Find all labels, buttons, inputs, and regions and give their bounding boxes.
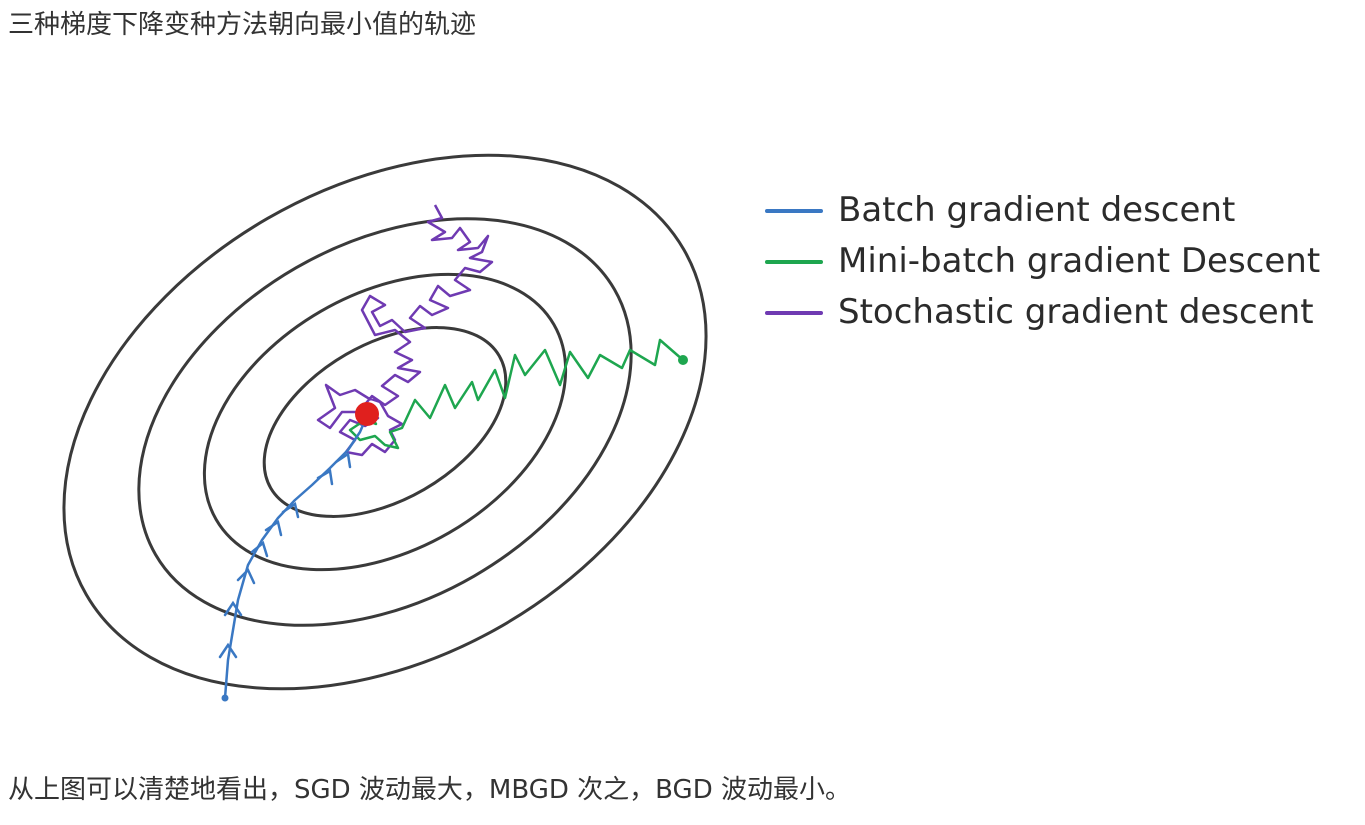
minibatch-path <box>348 338 684 450</box>
batch-start-point <box>221 694 229 702</box>
arrow-8 <box>334 451 352 469</box>
legend-item-minibatch: Mini-batch gradient Descent <box>765 239 1360 283</box>
legend-item-batch: Batch gradient descent <box>765 188 1360 232</box>
arrow-3 <box>236 567 256 585</box>
legend-swatch-minibatch <box>765 260 823 264</box>
contour-ellipse-inner <box>262 326 508 518</box>
caption-text: 从上图可以清楚地看出，SGD 波动最大，MBGD 次之，BGD 波动最小。 <box>8 775 851 805</box>
contour-ellipse-2 <box>202 272 568 572</box>
legend-label-batch: Batch gradient descent <box>838 190 1236 230</box>
legend-item-stochastic: Stochastic gradient descent <box>765 290 1360 334</box>
page-title: 三种梯度下降变种方法朝向最小值的轨迹 <box>8 10 477 40</box>
arrow-5 <box>264 519 283 537</box>
legend-label-stochastic: Stochastic gradient descent <box>838 292 1314 332</box>
minibatch-start-point <box>678 355 688 365</box>
arrow-1 <box>218 642 238 659</box>
arrow-7 <box>316 468 334 486</box>
contour-ellipse-outer <box>62 153 708 691</box>
legend-swatch-stochastic <box>765 311 823 315</box>
minimum-point <box>355 402 379 426</box>
arrow-6 <box>281 501 300 519</box>
stochastic-path <box>316 204 494 457</box>
legend: Batch gradient descent Mini-batch gradie… <box>765 188 1360 338</box>
legend-swatch-batch <box>765 209 823 213</box>
contour-ellipse-3 <box>137 217 633 627</box>
contour-lines <box>62 153 708 691</box>
legend-label-minibatch: Mini-batch gradient Descent <box>838 241 1321 281</box>
batch-path <box>223 417 368 699</box>
batch-path-arrows <box>218 451 352 659</box>
arrow-4 <box>250 540 269 558</box>
arrow-2 <box>223 600 243 617</box>
